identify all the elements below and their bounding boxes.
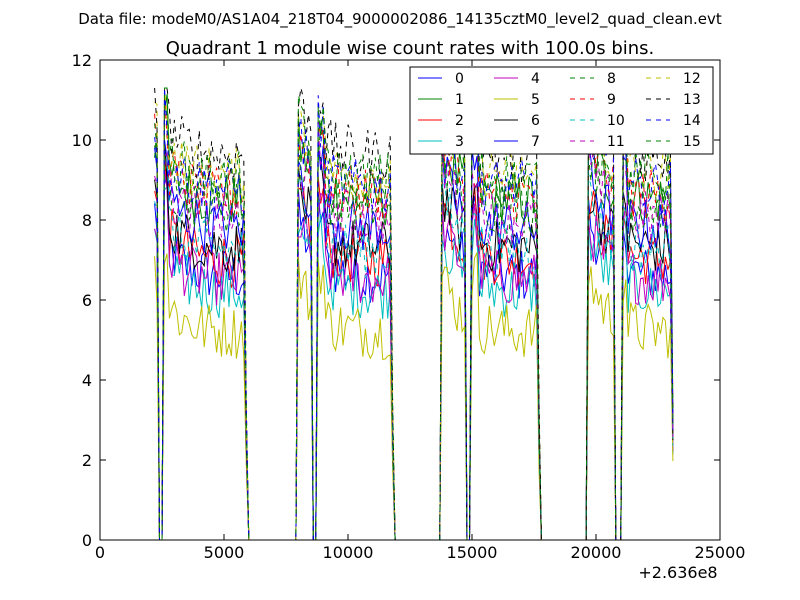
series-line-14 [154, 87, 674, 541]
figure-suptitle: Data file: modeM0/AS1A04_218T04_90000020… [78, 10, 722, 29]
legend-label-9: 9 [607, 92, 616, 108]
x-tick-label: 10000 [323, 543, 374, 562]
x-tick-label: 0 [95, 543, 105, 562]
x-offset-label: +2.636e8 [638, 563, 717, 582]
legend-label-8: 8 [607, 71, 616, 87]
x-tick-label: 25000 [695, 543, 746, 562]
y-tick-label: 10 [72, 131, 92, 150]
legend-label-11: 11 [607, 134, 625, 150]
legend-label-2: 2 [455, 113, 464, 129]
legend-label-12: 12 [683, 71, 701, 87]
y-tick-label: 6 [82, 291, 92, 310]
x-tick-label: 5000 [204, 543, 245, 562]
legend-box [409, 66, 714, 155]
legend-label-14: 14 [683, 113, 701, 129]
y-tick-label: 12 [72, 51, 92, 70]
series-line-2 [154, 160, 674, 541]
legend-label-10: 10 [607, 113, 625, 129]
x-tick-label: 20000 [571, 543, 622, 562]
legend-label-3: 3 [455, 134, 464, 150]
y-tick-label: 4 [82, 371, 92, 390]
legend-label-0: 0 [455, 71, 464, 87]
plot-lines [154, 87, 674, 541]
legend-label-7: 7 [531, 134, 540, 150]
series-line-5 [154, 252, 674, 541]
series-line-13 [154, 87, 674, 541]
x-tick-label: 15000 [447, 543, 498, 562]
y-tick-label: 8 [82, 211, 92, 230]
chart-title: Quadrant 1 module wise count rates with … [166, 38, 655, 59]
series-line-12 [154, 88, 674, 541]
legend-label-1: 1 [455, 92, 464, 108]
legend-label-6: 6 [531, 113, 540, 129]
legend-label-5: 5 [531, 92, 540, 108]
y-tick-label: 2 [82, 451, 92, 470]
legend-label-4: 4 [531, 71, 540, 87]
legend-label-13: 13 [683, 92, 701, 108]
y-tick-label: 0 [82, 531, 92, 550]
series-line-15 [154, 87, 674, 541]
legend-label-15: 15 [683, 134, 701, 150]
series-line-9 [154, 96, 674, 541]
